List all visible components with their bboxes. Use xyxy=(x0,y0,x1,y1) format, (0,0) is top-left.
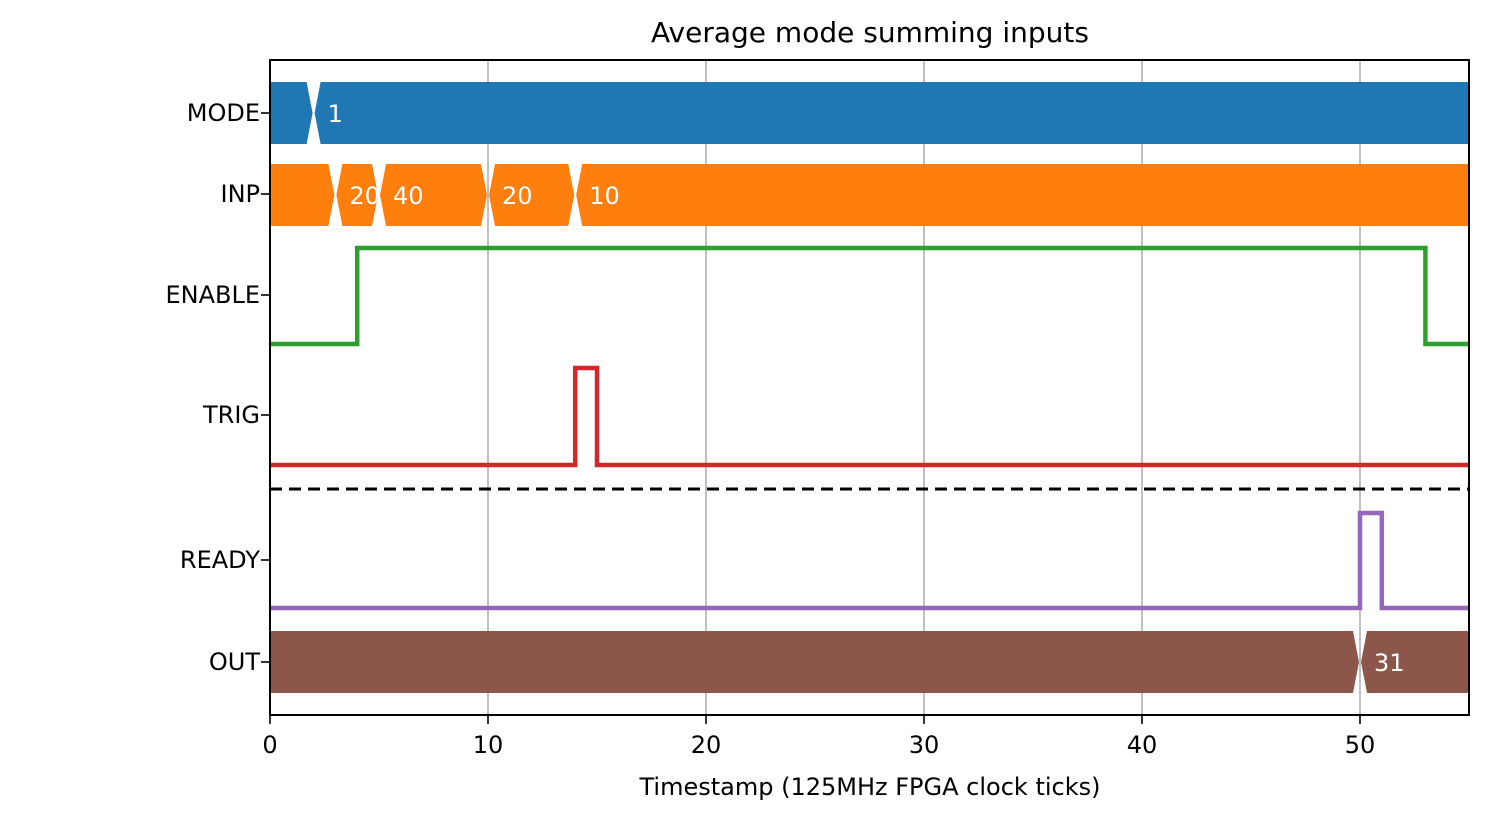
signal-label-enable: ENABLE xyxy=(165,281,260,309)
bus-value-label: 20 xyxy=(502,182,533,210)
signal-label-ready: READY xyxy=(180,546,260,574)
x-tick-label: 10 xyxy=(473,731,504,759)
wire-trace-ready xyxy=(270,510,1469,611)
x-tick-label: 30 xyxy=(909,731,940,759)
signal-label-trig: TRIG xyxy=(202,401,260,429)
bus-segment-out xyxy=(270,631,1359,693)
x-tick-label: 50 xyxy=(1345,731,1376,759)
bus-segment-inp xyxy=(380,164,487,226)
bus-segment-mode xyxy=(314,82,1470,144)
bus-segment-inp xyxy=(576,164,1469,226)
x-tick-label: 20 xyxy=(691,731,722,759)
bus-value-label: 20 xyxy=(349,182,380,210)
bus-segment-inp xyxy=(489,164,575,226)
bus-segment-mode xyxy=(270,82,313,144)
plot-frame xyxy=(269,59,1470,716)
bus-segment-out xyxy=(1361,631,1469,693)
bus-value-label: 10 xyxy=(589,182,620,210)
bus-value-label: 40 xyxy=(393,182,424,210)
x-axis-label: Timestamp (125MHz FPGA clock ticks) xyxy=(639,773,1101,801)
chart-title: Average mode summing inputs xyxy=(651,16,1089,49)
bus-value-label: 1 xyxy=(328,100,343,128)
signal-label-out: OUT xyxy=(209,648,260,676)
signal-labels: MODE INP ENABLE TRIG READY OUT xyxy=(165,99,270,676)
bus-segment-inp xyxy=(336,164,378,226)
signal-traces: 1 20 40 20 10 31 xyxy=(270,82,1470,693)
signal-label-mode: MODE xyxy=(187,99,260,127)
x-tick-label: 0 xyxy=(262,731,277,759)
wire-trace-trig xyxy=(270,365,1469,468)
x-axis: 0 10 20 30 40 50 xyxy=(262,715,1375,759)
grid-lines xyxy=(269,60,1361,715)
bus-value-label: 31 xyxy=(1374,649,1405,677)
wire-trace-enable xyxy=(270,245,1469,347)
signal-label-inp: INP xyxy=(220,180,260,208)
bus-segment-inp xyxy=(270,164,335,226)
x-tick-label: 40 xyxy=(1127,731,1158,759)
